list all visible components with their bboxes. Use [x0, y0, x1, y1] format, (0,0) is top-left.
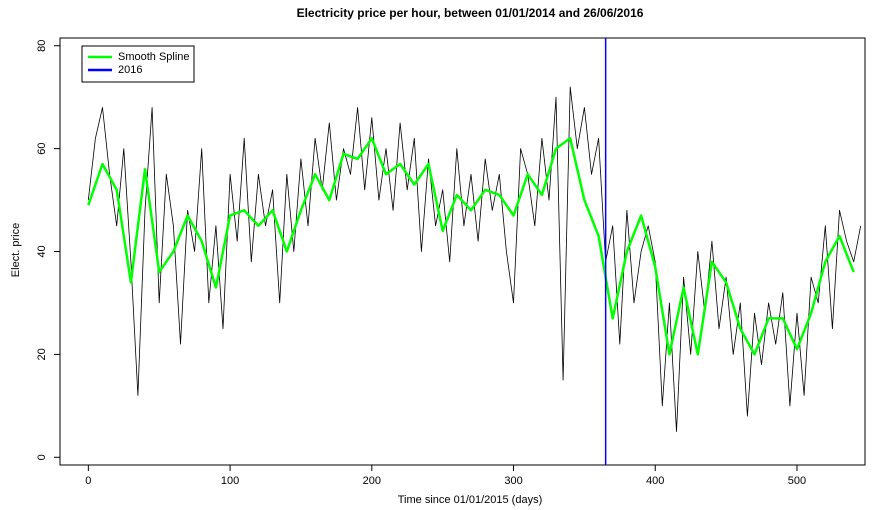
series-line	[87, 137, 855, 356]
chart-title: Electricity price per hour, between 01/0…	[297, 6, 644, 20]
y-tick-label: 80	[36, 40, 48, 52]
x-axis-label: Time since 01/01/2015 (days)	[398, 494, 543, 506]
y-axis-label: Elect. price	[10, 223, 22, 277]
y-tick-label: 20	[36, 348, 48, 360]
y-tick-label: 60	[36, 142, 48, 154]
x-tick-label: 200	[363, 475, 381, 487]
legend-label: Smooth Spline	[118, 51, 190, 63]
legend-label: 2016	[118, 64, 142, 76]
x-tick-label: 500	[788, 475, 806, 487]
plot-frame	[59, 37, 866, 466]
series-line	[87, 86, 862, 432]
x-tick-label: 0	[85, 475, 91, 487]
y-tick-label: 40	[36, 245, 48, 257]
y-tick-label: 0	[36, 454, 48, 460]
x-tick-label: 100	[221, 475, 239, 487]
x-tick-label: 400	[646, 475, 664, 487]
legend-box	[81, 45, 195, 83]
x-tick-label: 300	[504, 475, 522, 487]
